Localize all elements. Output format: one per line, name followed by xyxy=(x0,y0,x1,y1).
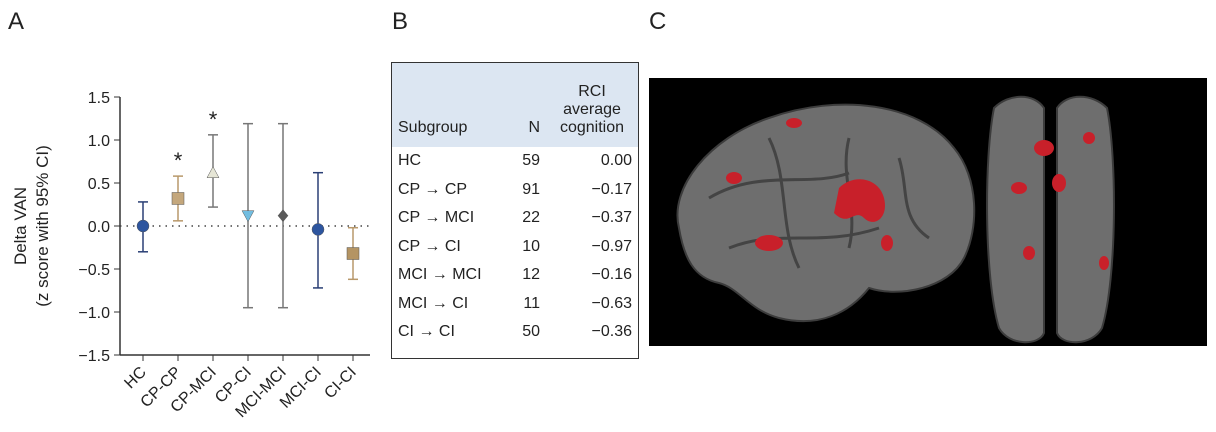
point xyxy=(137,220,149,232)
table-cell: −0.63 xyxy=(546,290,638,319)
table-cell: −0.16 xyxy=(546,261,638,290)
table-cell: −0.37 xyxy=(546,204,638,233)
y-tick-label: −0.5 xyxy=(78,262,110,279)
x-tick-label: CI-CI xyxy=(321,364,359,402)
x-tick-label: HC xyxy=(121,364,149,392)
table-cell: CI → CI xyxy=(392,318,509,347)
y-tick-label: 0.0 xyxy=(88,219,110,236)
point xyxy=(207,167,219,178)
y-axis-label: Delta VAN xyxy=(11,187,30,265)
panel-label: C xyxy=(649,8,666,36)
y-axis-label: (z score with 95% CI) xyxy=(33,145,52,307)
y-tick-label: −1.0 xyxy=(78,305,110,322)
table-cell: −0.36 xyxy=(546,318,638,347)
panel-label: B xyxy=(392,8,408,36)
table-cell: CP → CP xyxy=(392,176,509,205)
table-cell: 10 xyxy=(509,233,546,262)
point xyxy=(347,248,359,260)
significance: * xyxy=(174,148,183,173)
table-cell: CP → CI xyxy=(392,233,509,262)
point xyxy=(242,211,254,222)
table-cell: 22 xyxy=(509,204,546,233)
figure: A B C Delta VAN (z score with 95% CI) −1… xyxy=(0,0,1216,432)
table-cell: −0.17 xyxy=(546,176,638,205)
header-cell: RCI average cognition xyxy=(546,63,638,147)
y-tick-label: 1.5 xyxy=(88,90,110,107)
significance: * xyxy=(209,107,218,132)
header-cell: N xyxy=(509,63,546,147)
y-tick-label: −1.5 xyxy=(78,348,110,365)
table-cell: 0.00 xyxy=(546,147,638,176)
y-tick-label: 0.5 xyxy=(88,176,110,193)
table-cell: −0.97 xyxy=(546,233,638,262)
table-cell: 12 xyxy=(509,261,546,290)
brain-image xyxy=(649,78,1209,348)
table-cell: 50 xyxy=(509,318,546,347)
chart: Delta VAN (z score with 95% CI) −1.5 −1.0… xyxy=(0,0,380,432)
table-cell: MCI → MCI xyxy=(392,261,509,290)
point xyxy=(172,192,184,204)
table-cell: CP → MCI xyxy=(392,204,509,233)
table-cell: 91 xyxy=(509,176,546,205)
point xyxy=(278,210,288,222)
table-cell: 11 xyxy=(509,290,546,319)
header-cell: Subgroup xyxy=(392,63,509,147)
y-tick-label: 1.0 xyxy=(88,133,110,150)
table-cell: HC xyxy=(392,147,509,176)
brain-top-left xyxy=(987,97,1044,342)
point xyxy=(312,223,324,235)
table-cell: 59 xyxy=(509,147,546,176)
table-cell: MCI → CI xyxy=(392,290,509,319)
